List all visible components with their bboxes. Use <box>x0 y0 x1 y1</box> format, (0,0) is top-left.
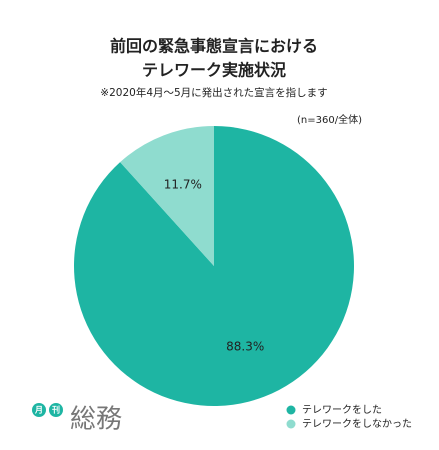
logo-badge-text: 月 <box>34 406 43 415</box>
pie-slice <box>120 126 214 266</box>
chart-subtitle: ※2020年4月〜5月に発出された宣言を指します <box>100 86 327 99</box>
legend-label: テレワークをしなかった <box>302 418 412 430</box>
legend-swatch <box>286 419 296 429</box>
pie: 88.3% 11.7% <box>74 126 355 407</box>
logo-name: 総務 <box>70 405 122 435</box>
chart-title: 前回の緊急事態宣言における <box>110 37 318 56</box>
legend-swatch <box>286 405 296 415</box>
slice-label: 11.7% <box>164 177 202 191</box>
pie-slice <box>74 126 355 407</box>
logo-badge <box>32 403 46 417</box>
legend-label: テレワークをした <box>302 404 382 416</box>
logo-badge-text: 刊 <box>52 405 60 415</box>
slice-label: 88.3% <box>226 340 264 354</box>
sample-note: (n=360/全体) <box>297 113 362 126</box>
logo-badge <box>49 403 63 417</box>
logo: 月 刊 総務 <box>32 403 122 435</box>
chart-title: テレワーク実施状況 <box>142 61 286 80</box>
